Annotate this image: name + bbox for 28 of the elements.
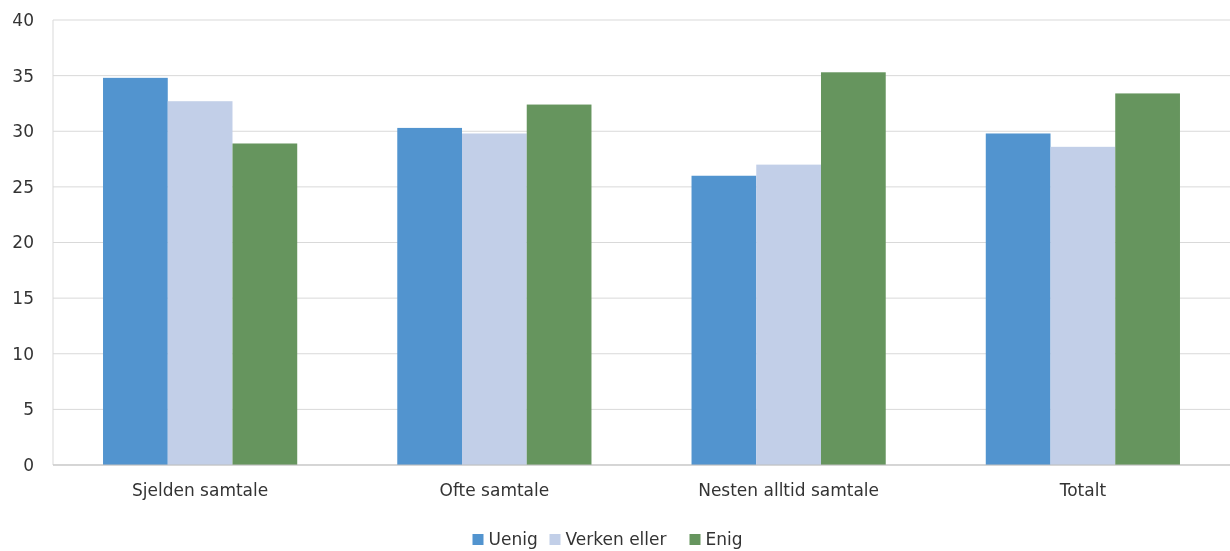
y-tick-label: 5	[23, 399, 34, 420]
legend-label: Enig	[705, 529, 743, 549]
bar	[526, 104, 592, 465]
bar	[397, 127, 463, 465]
bar	[1050, 146, 1116, 465]
bar	[167, 101, 233, 465]
y-tick-label: 40	[12, 9, 34, 30]
legend-label: Uenig	[488, 529, 538, 549]
y-tick-label: 15	[12, 288, 34, 309]
bar	[462, 133, 527, 465]
bar	[985, 133, 1051, 465]
x-tick-label: Sjelden samtale	[132, 480, 269, 500]
x-tick-label: Ofte samtale	[439, 480, 550, 500]
y-tick-label: 0	[23, 454, 34, 475]
bar	[691, 175, 757, 465]
y-tick-label: 35	[12, 65, 34, 86]
y-tick-label: 20	[12, 232, 34, 253]
bar	[103, 77, 168, 465]
x-tick-label: Totalt	[1058, 480, 1107, 500]
y-tick-label: 30	[12, 121, 34, 142]
x-tick-label: Nesten alltid samtale	[698, 480, 880, 500]
bar	[820, 72, 886, 465]
bar	[232, 143, 298, 465]
bar	[1115, 93, 1180, 465]
y-tick-label: 10	[12, 343, 34, 364]
legend-label: Verken eller	[565, 529, 667, 549]
bar	[756, 164, 821, 465]
y-tick-label: 25	[12, 176, 34, 197]
